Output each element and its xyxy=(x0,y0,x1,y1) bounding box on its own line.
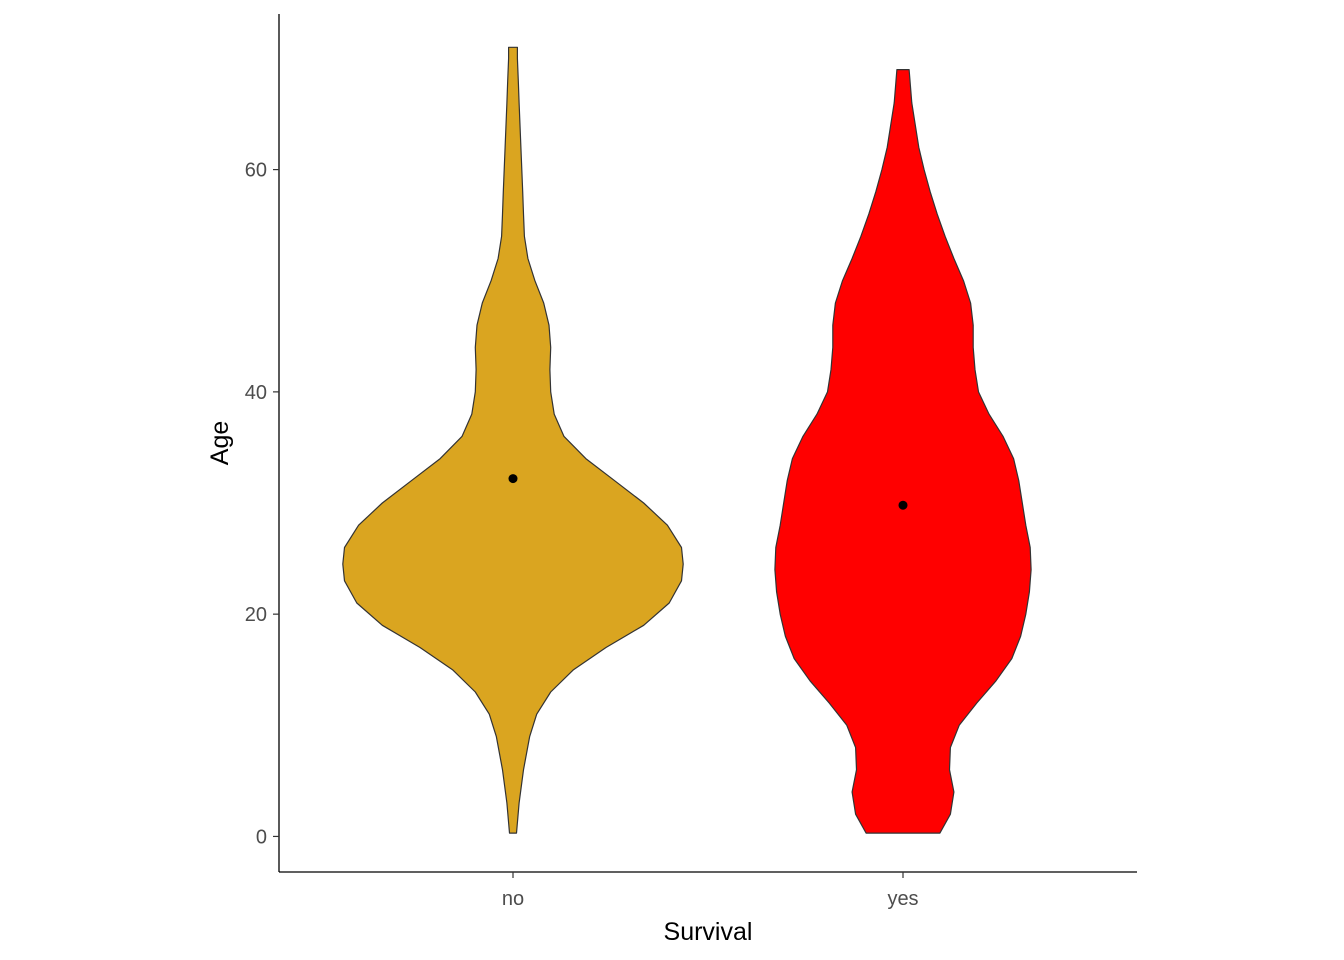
x-tick-label: no xyxy=(502,888,524,910)
y-tick-label: 20 xyxy=(245,604,267,626)
y-axis-ticks: 0 20 40 60 xyxy=(245,160,279,848)
mean-point-no xyxy=(508,474,518,484)
x-axis-title: Survival xyxy=(664,918,753,946)
mean-point-layer xyxy=(508,474,908,510)
mean-point-yes xyxy=(898,500,908,510)
violin-no xyxy=(342,46,684,834)
x-tick-label: yes xyxy=(887,888,918,910)
violin-layer xyxy=(342,46,1032,834)
y-tick-label: 60 xyxy=(245,160,267,182)
y-axis-title: Age xyxy=(206,421,234,465)
y-tick-label: 40 xyxy=(245,382,267,404)
x-axis-ticks: no yes xyxy=(502,872,919,910)
y-tick-label: 0 xyxy=(256,826,267,848)
violin-yes xyxy=(774,69,1032,834)
